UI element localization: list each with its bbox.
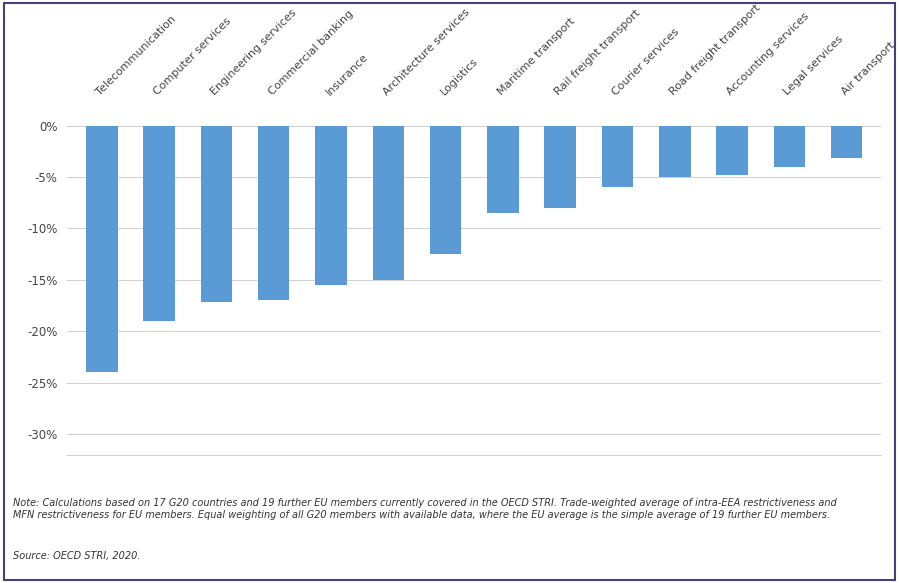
Bar bbox=[717, 125, 748, 175]
Bar bbox=[143, 125, 174, 321]
Bar bbox=[659, 125, 690, 177]
Bar bbox=[316, 125, 347, 285]
Text: Source: OECD STRI, 2020.: Source: OECD STRI, 2020. bbox=[13, 551, 141, 561]
Bar bbox=[545, 125, 576, 208]
Text: Note: Calculations based on 17 G20 countries and 19 further EU members currently: Note: Calculations based on 17 G20 count… bbox=[13, 498, 837, 520]
Bar bbox=[487, 125, 519, 213]
Bar bbox=[372, 125, 404, 280]
Bar bbox=[86, 125, 118, 373]
Bar bbox=[831, 125, 862, 159]
Bar bbox=[774, 125, 806, 167]
Bar bbox=[601, 125, 633, 187]
Bar bbox=[258, 125, 289, 300]
Text: Figure 2. Reducing regulatory hurdles will lower barriers to services trade: Figure 2. Reducing regulatory hurdles wi… bbox=[16, 28, 554, 41]
Bar bbox=[430, 125, 461, 254]
Bar bbox=[200, 125, 232, 303]
Text: (Average percentage of decrease in STRI values resulting from removal of existin: (Average percentage of decrease in STRI … bbox=[16, 63, 637, 76]
